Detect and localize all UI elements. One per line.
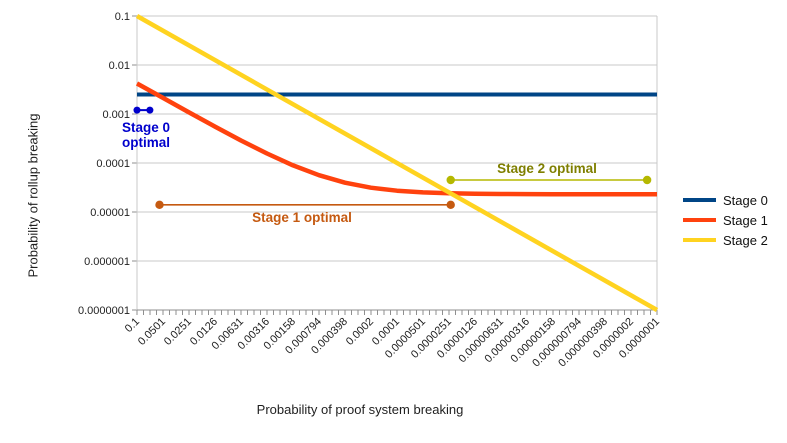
x-tick-label: 0.0002 bbox=[344, 316, 376, 348]
x-tick-label: 0.1 bbox=[123, 316, 142, 335]
y-tick-label: 0.0001 bbox=[96, 158, 130, 170]
annotation-dot-stage1-optimal-start bbox=[155, 200, 164, 210]
annotation-dot-stage2-optimal-end bbox=[642, 175, 652, 185]
legend-item-stage-0: Stage 0 bbox=[683, 190, 768, 210]
stage-1-line-swatch bbox=[683, 218, 716, 222]
series-line-stage-2 bbox=[135, 14, 659, 312]
y-tick-label: 0.01 bbox=[109, 60, 130, 72]
y-tick-label: 0.0000001 bbox=[78, 305, 130, 317]
x-axis-title: Probability of proof system breaking bbox=[256, 402, 464, 417]
annotation-dot-stage2-optimal-start bbox=[446, 175, 455, 185]
annotation-dot-stage1-optimal-end bbox=[446, 200, 455, 210]
annotation-dot-stage0-optimal-start bbox=[133, 106, 141, 114]
legend: Stage 0 Stage 1 Stage 2 bbox=[683, 190, 768, 250]
annotation-stage-1-optimal: Stage 1 optimal bbox=[252, 210, 352, 225]
series-line-stage-1 bbox=[135, 81, 657, 197]
legend-item-stage-1: Stage 1 bbox=[683, 210, 768, 230]
legend-label-stage-2: Stage 2 bbox=[723, 232, 768, 248]
stage-2-line-swatch bbox=[683, 238, 716, 242]
y-tick-label: 0.000001 bbox=[84, 256, 130, 268]
x-tick-label: 0.0251 bbox=[162, 316, 194, 348]
legend-item-stage-2: Stage 2 bbox=[683, 230, 768, 250]
stage-0-line-swatch bbox=[683, 198, 716, 202]
y-tick-label: 0.1 bbox=[115, 11, 130, 23]
x-tick-label: 0.0501 bbox=[136, 316, 168, 348]
legend-label-stage-0: Stage 0 bbox=[723, 192, 768, 208]
y-axis-title: Probability of rollup breaking bbox=[25, 113, 41, 278]
y-tick-label: 0.001 bbox=[102, 109, 130, 121]
legend-label-stage-1: Stage 1 bbox=[723, 212, 768, 228]
y-tick-label: 0.00001 bbox=[90, 207, 130, 219]
annotation-dot-stage0-optimal-end bbox=[146, 106, 154, 114]
annotation-stage-0-optimal: Stage 0 optimal bbox=[122, 120, 171, 150]
annotation-stage-2-optimal: Stage 2 optimal bbox=[497, 161, 597, 176]
